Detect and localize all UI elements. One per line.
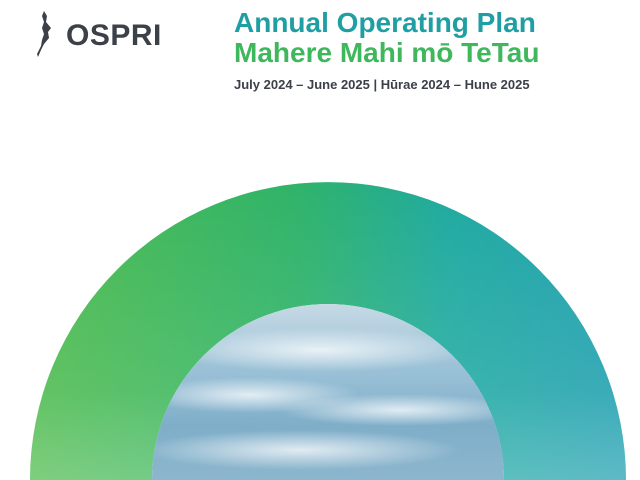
new-zealand-map-icon: [37, 11, 51, 57]
title-english: Annual Operating Plan: [234, 7, 536, 38]
date-range: July 2024 – June 2025 | Hūrae 2024 – Hun…: [234, 77, 530, 92]
title-maori: Mahere Mahi mō TeTau: [234, 37, 540, 68]
ospri-logo: OSPRI: [36, 10, 162, 58]
title-block: Annual Operating Plan Mahere Mahi mō TeT…: [234, 7, 574, 93]
sky-photo: [152, 304, 504, 480]
logo-text: OSPRI: [66, 19, 162, 52]
